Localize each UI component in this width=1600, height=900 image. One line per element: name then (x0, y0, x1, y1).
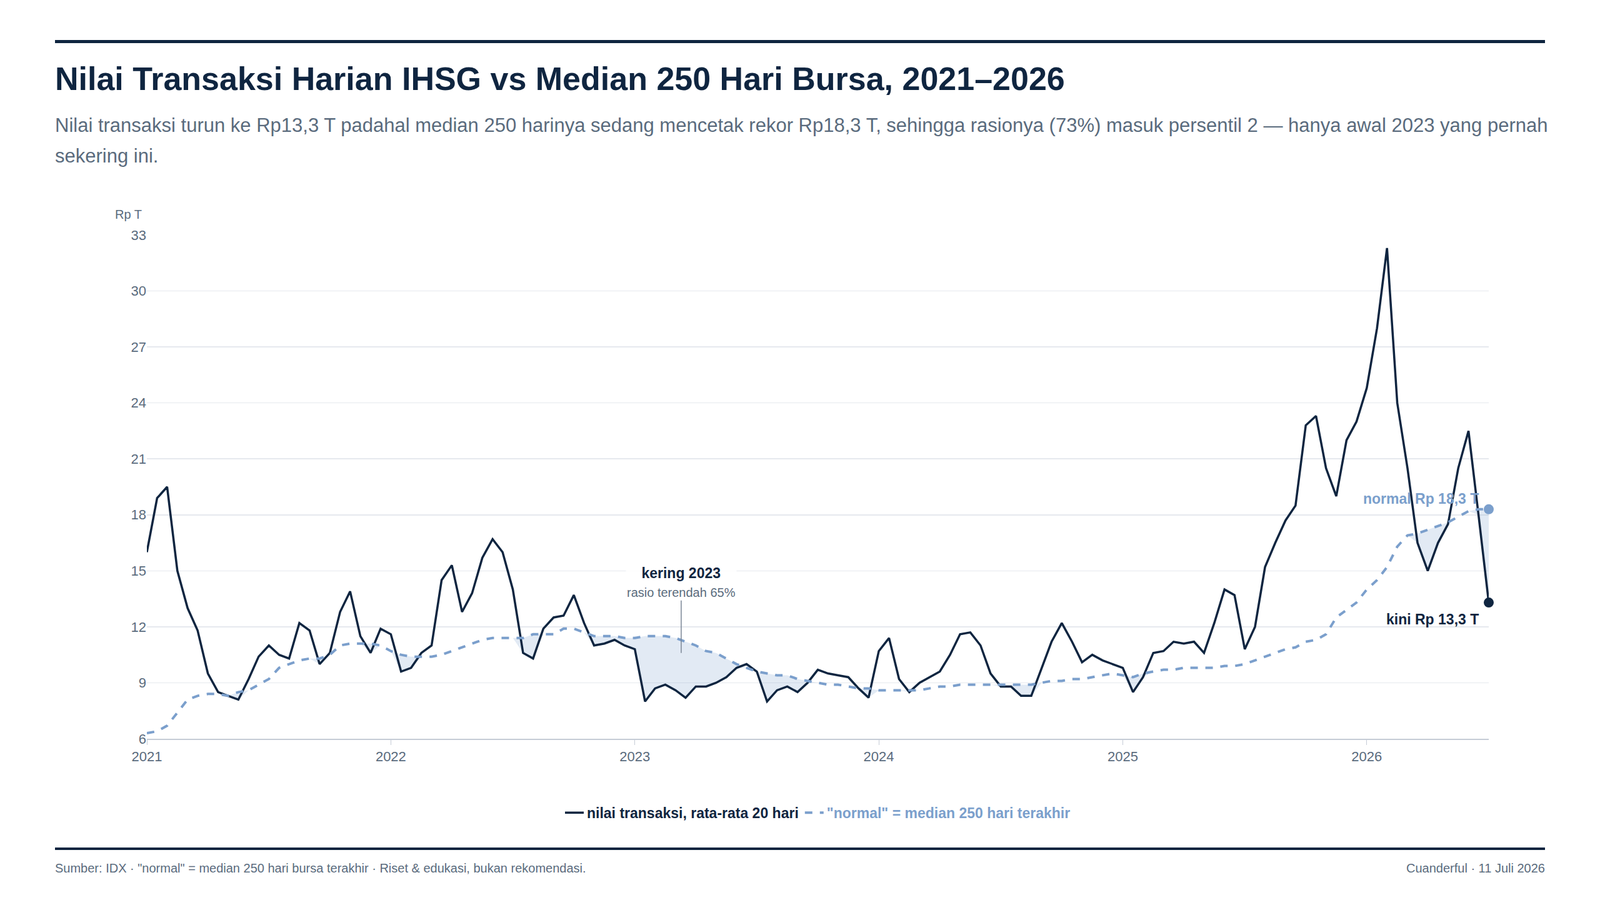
svg-text:33: 33 (131, 227, 147, 244)
html-text:Sumber: IDX · "normal" = media: Sumber: IDX · "normal" = median 250 hari… (55, 861, 586, 875)
svg-text:kering 2023rasio terendah 65%: kering 2023rasio terendah 65% (626, 565, 736, 600)
svg-text:27: 27 (131, 339, 147, 355)
svg-text:2022: 2022 (375, 748, 407, 765)
svg-text:30: 30 (131, 283, 147, 299)
svg-text:21: 21 (131, 451, 147, 467)
svg-text:normal Rp 18,3 T: normal Rp 18,3 T (1363, 490, 1479, 507)
svg-text:15: 15 (131, 563, 147, 579)
html-text:Nilai Transaksi Harian IHSG vs: Nilai Transaksi Harian IHSG vs Median 25… (55, 60, 1065, 97)
svg-text:2025: 2025 (1107, 748, 1139, 765)
svg-text:kini Rp 13,3 T: kini Rp 13,3 T (1386, 611, 1479, 628)
html-text:Nilai transaksi turun ke Rp13,: Nilai transaksi turun ke Rp13,3 T padaha… (55, 114, 1548, 167)
svg-text:Rp T: Rp T (115, 207, 142, 222)
svg-text:6: 6 (138, 731, 147, 747)
svg-text:"normal" = median 250 hari ter: "normal" = median 250 hari terakhir (826, 805, 1070, 822)
svg-text:2024: 2024 (863, 748, 895, 765)
svg-text:2026: 2026 (1351, 748, 1382, 765)
svg-text:2023: 2023 (619, 748, 650, 765)
svg-text:9: 9 (138, 675, 147, 691)
svg-text:nilai transaksi, rata-rata 20: nilai transaksi, rata-rata 20 hari (586, 805, 799, 822)
svg-text:12: 12 (131, 619, 147, 635)
svg-text:2021: 2021 (131, 748, 163, 765)
svg-text:18: 18 (131, 506, 147, 523)
html-text:Cuanderful · 11 Juli 2026: Cuanderful · 11 Juli 2026 (1406, 861, 1545, 875)
svg-text:24: 24 (131, 395, 147, 411)
